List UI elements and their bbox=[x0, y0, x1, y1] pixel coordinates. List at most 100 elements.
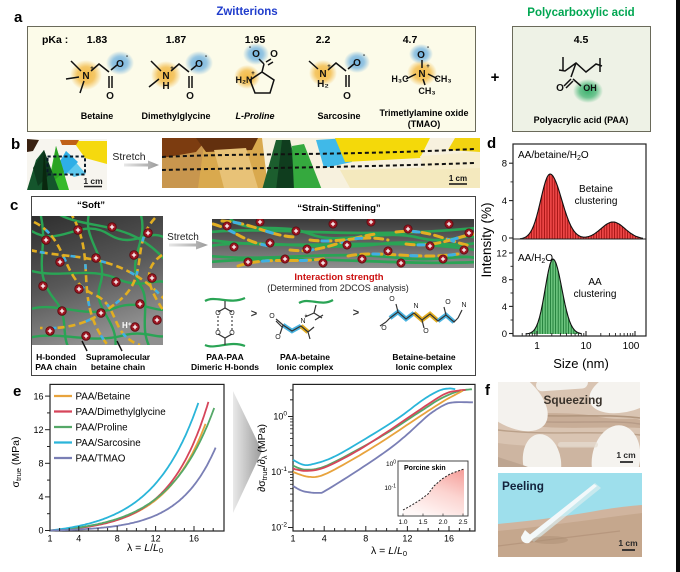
svg-text:PAA/Betaine: PAA/Betaine bbox=[76, 392, 131, 403]
svg-text:∂σtrue/∂λ (MPa): ∂σtrue/∂λ (MPa) bbox=[256, 424, 269, 492]
svg-text:+: + bbox=[491, 69, 500, 86]
svg-text:Stretch: Stretch bbox=[112, 151, 145, 163]
svg-text:H₃C: H₃C bbox=[391, 74, 409, 84]
svg-text:PAA/TMAO: PAA/TMAO bbox=[76, 454, 126, 465]
svg-text:Intensity (%): Intensity (%) bbox=[479, 202, 494, 277]
svg-text:+: + bbox=[90, 66, 94, 72]
svg-text:10-1: 10-1 bbox=[271, 466, 287, 477]
svg-text:Interaction strength: Interaction strength bbox=[294, 272, 383, 283]
svg-text:Ionic complex: Ionic complex bbox=[396, 362, 453, 372]
svg-text:1 cm: 1 cm bbox=[616, 450, 636, 460]
svg-text:N: N bbox=[461, 302, 466, 309]
svg-text:8: 8 bbox=[502, 159, 507, 170]
svg-text:PAA-PAA: PAA-PAA bbox=[206, 352, 243, 362]
svg-text:1 cm: 1 cm bbox=[83, 176, 103, 186]
svg-text:OH: OH bbox=[583, 83, 597, 93]
svg-text:Betaine: Betaine bbox=[81, 111, 114, 121]
svg-text:-: - bbox=[126, 53, 129, 60]
svg-text:O: O bbox=[215, 330, 221, 337]
svg-text:12: 12 bbox=[33, 425, 43, 435]
svg-text:AA: AA bbox=[588, 277, 602, 288]
svg-text:O: O bbox=[343, 91, 351, 102]
svg-text:2.5: 2.5 bbox=[458, 519, 467, 526]
svg-text:O: O bbox=[229, 330, 235, 337]
svg-text:Betaine: Betaine bbox=[579, 184, 613, 195]
svg-text:12: 12 bbox=[151, 534, 161, 544]
svg-text:AA/H2O: AA/H2O bbox=[518, 253, 553, 265]
svg-text:-: - bbox=[427, 44, 430, 51]
svg-text:N: N bbox=[162, 71, 169, 82]
svg-text:0: 0 bbox=[38, 526, 43, 536]
svg-text:f: f bbox=[485, 382, 491, 399]
svg-text:PAA/Dimethylglycine: PAA/Dimethylglycine bbox=[76, 407, 167, 418]
svg-text:H-bonded: H-bonded bbox=[36, 352, 76, 362]
svg-text:clustering: clustering bbox=[574, 289, 617, 300]
svg-text:1: 1 bbox=[47, 534, 52, 544]
svg-text:N: N bbox=[82, 71, 89, 82]
svg-text:O: O bbox=[116, 59, 124, 70]
svg-text:2.0: 2.0 bbox=[438, 519, 447, 526]
svg-text:Zwitterions: Zwitterions bbox=[216, 6, 277, 18]
svg-text:Trimetlylamine oxide: Trimetlylamine oxide bbox=[379, 108, 468, 118]
svg-text:“Soft”: “Soft” bbox=[77, 200, 105, 211]
svg-text:Ionic complex: Ionic complex bbox=[277, 362, 334, 372]
svg-text:1.83: 1.83 bbox=[87, 34, 108, 46]
svg-text:O: O bbox=[195, 59, 203, 70]
svg-text:H: H bbox=[162, 81, 169, 92]
svg-text:0: 0 bbox=[502, 329, 507, 340]
svg-text:Peeling: Peeling bbox=[502, 479, 544, 493]
svg-text:O: O bbox=[252, 49, 260, 60]
svg-text:N: N bbox=[300, 318, 305, 325]
svg-text:4: 4 bbox=[502, 302, 507, 313]
svg-text:>: > bbox=[353, 307, 359, 319]
svg-text:>: > bbox=[251, 308, 257, 320]
svg-text:8: 8 bbox=[363, 534, 368, 544]
svg-text:16: 16 bbox=[189, 534, 199, 544]
svg-text:O: O bbox=[270, 49, 278, 60]
svg-text:+: + bbox=[251, 71, 255, 77]
svg-text:O: O bbox=[269, 313, 275, 320]
svg-text:N: N bbox=[319, 69, 326, 80]
svg-text:O: O bbox=[417, 50, 425, 61]
svg-text:1: 1 bbox=[534, 341, 540, 352]
svg-text:1.95: 1.95 bbox=[245, 34, 266, 46]
svg-text:AA/betaine/H2O: AA/betaine/H2O bbox=[518, 150, 589, 162]
svg-text:a: a bbox=[14, 9, 23, 26]
svg-text:clustering: clustering bbox=[575, 196, 618, 207]
svg-text:λ = L/L0: λ = L/L0 bbox=[127, 542, 163, 555]
svg-text:d: d bbox=[487, 135, 496, 152]
svg-text:O: O bbox=[423, 328, 429, 335]
svg-text:+: + bbox=[305, 313, 308, 319]
svg-text:PAA chain: PAA chain bbox=[35, 362, 77, 372]
svg-text:-: - bbox=[363, 52, 366, 59]
svg-text:8: 8 bbox=[115, 534, 120, 544]
svg-text:N: N bbox=[418, 69, 425, 80]
svg-text:+: + bbox=[170, 66, 174, 72]
svg-text:H₂N: H₂N bbox=[236, 75, 253, 85]
svg-text:4: 4 bbox=[502, 196, 507, 207]
svg-text:O: O bbox=[186, 91, 194, 102]
svg-text:+: + bbox=[426, 64, 430, 70]
svg-text:PAA/Sarcosine: PAA/Sarcosine bbox=[76, 438, 142, 449]
svg-text:4: 4 bbox=[38, 492, 43, 502]
svg-text:PAA-betaine: PAA-betaine bbox=[280, 352, 330, 362]
svg-text:O: O bbox=[389, 296, 395, 303]
svg-text:O: O bbox=[445, 299, 451, 306]
svg-text:Squeezing: Squeezing bbox=[544, 393, 603, 407]
svg-text:O: O bbox=[556, 83, 564, 94]
svg-text:σtrue (MPa): σtrue (MPa) bbox=[10, 437, 23, 488]
svg-text:Polyacrylic acid (PAA): Polyacrylic acid (PAA) bbox=[534, 115, 629, 125]
svg-text:c: c bbox=[10, 197, 18, 214]
svg-text:1.5: 1.5 bbox=[418, 519, 427, 526]
svg-text:1.0: 1.0 bbox=[398, 519, 407, 526]
svg-text:10-1: 10-1 bbox=[384, 484, 396, 493]
svg-text:8: 8 bbox=[502, 275, 507, 286]
svg-text:4: 4 bbox=[76, 534, 81, 544]
svg-text:1 cm: 1 cm bbox=[618, 538, 638, 548]
svg-text:(TMAO): (TMAO) bbox=[408, 119, 441, 129]
svg-text:4.5: 4.5 bbox=[574, 34, 589, 46]
svg-text:pKa :: pKa : bbox=[42, 34, 68, 46]
svg-text:O: O bbox=[381, 325, 387, 332]
svg-text:H⁺: H⁺ bbox=[122, 321, 132, 330]
svg-text:Porcine skin: Porcine skin bbox=[404, 465, 446, 472]
